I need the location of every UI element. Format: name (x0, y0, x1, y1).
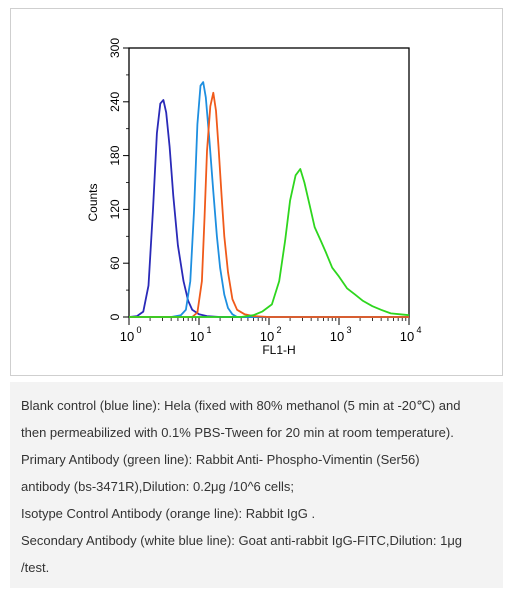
x-axis-label: FL1-H (262, 343, 295, 357)
y-axis-label: Counts (86, 183, 100, 221)
x-tick-label: 10 (330, 329, 344, 344)
x-tick-exponent: 0 (136, 325, 141, 335)
y-tick-label: 0 (108, 313, 122, 320)
x-tick-label: 10 (120, 329, 134, 344)
y-tick-label: 240 (108, 91, 122, 111)
x-tick-exponent: 2 (276, 325, 281, 335)
caption-box: Blank control (blue line): Hela (fixed w… (10, 382, 503, 588)
caption-line: then permeabilized with 0.1% PBS-Tween f… (21, 425, 454, 440)
y-tick-label: 120 (108, 199, 122, 219)
series-line-4 (129, 168, 410, 318)
x-tick-exponent: 4 (416, 325, 421, 335)
y-tick-label: 60 (108, 256, 122, 270)
caption-line: antibody (bs-3471R),Dilution: 0.2μg /10^… (21, 479, 295, 494)
caption-line: Blank control (blue line): Hela (fixed w… (21, 398, 461, 413)
series-line-3 (129, 91, 409, 318)
figure-frame: 10 0 10 1 10 2 10 3 10 4 0 60 120 180 240 300 FL1-H Count… (10, 8, 503, 376)
x-tick-label: 10 (400, 329, 414, 344)
x-tick-label: 10 (260, 329, 274, 344)
flow-cytometry-histogram: 10 0 10 1 10 2 10 3 10 4060120180240300FL1-HCount… (86, 38, 422, 357)
series-line-2 (129, 81, 409, 318)
x-tick-exponent: 1 (206, 325, 211, 335)
caption-line: Isotype Control Antibody (orange line): … (21, 506, 316, 521)
y-tick-label: 180 (108, 145, 122, 165)
x-tick-label: 10 (190, 329, 204, 344)
series-line-1 (128, 99, 409, 318)
caption-line: Primary Antibody (green line): Rabbit An… (21, 452, 420, 467)
caption-line: /test. (21, 560, 50, 575)
caption-line: Secondary Antibody (white blue line): Go… (21, 533, 463, 548)
x-tick-exponent: 3 (346, 325, 351, 335)
plot-frame (128, 47, 410, 318)
y-tick-label: 300 (108, 38, 122, 58)
